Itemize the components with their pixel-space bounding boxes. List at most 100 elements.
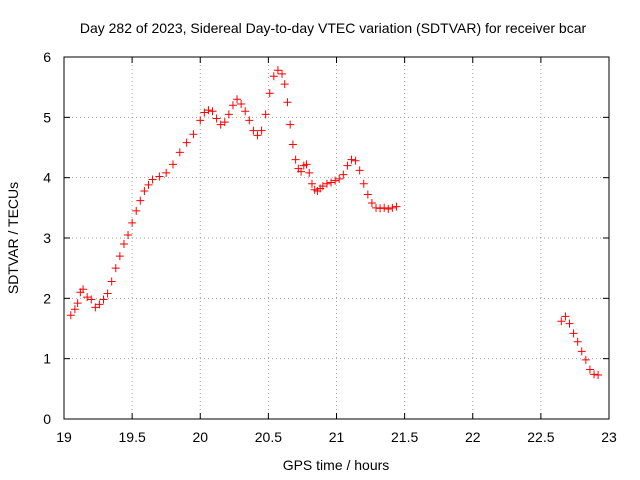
x-tick-label: 22.5 (527, 429, 554, 445)
data-point (91, 303, 100, 312)
data-point (245, 116, 254, 125)
data-point (351, 156, 360, 165)
data-point (182, 138, 191, 147)
data-point (367, 199, 376, 208)
data-point (241, 107, 250, 116)
data-point (196, 116, 205, 125)
data-point (66, 311, 75, 320)
data-point (148, 175, 157, 184)
data-point (283, 98, 292, 107)
x-tick-label: 23 (601, 429, 617, 445)
data-point (291, 155, 300, 164)
data-point (140, 186, 149, 195)
data-point (577, 347, 586, 356)
data-point (79, 285, 88, 294)
data-point (388, 203, 397, 212)
data-point (384, 205, 393, 214)
x-tick-label: 20.5 (255, 429, 282, 445)
data-point (318, 182, 327, 191)
data-point (144, 180, 153, 189)
y-tick-label: 2 (43, 290, 51, 306)
x-tick-label: 21 (329, 429, 345, 445)
data-point (307, 179, 316, 188)
data-point (565, 319, 574, 328)
chart-title: Day 282 of 2023, Sidereal Day-to-day VTE… (80, 20, 587, 36)
data-point (83, 293, 92, 302)
data-point (302, 160, 311, 169)
data-point (155, 172, 164, 181)
data-point (189, 130, 198, 139)
data-point (331, 176, 340, 185)
y-tick-label: 5 (43, 109, 51, 125)
data-point (590, 370, 599, 379)
data-point (87, 295, 96, 304)
y-axis-label: SDTVAR / TECUs (5, 182, 21, 294)
data-point (269, 72, 278, 81)
x-tick-label: 21.5 (391, 429, 418, 445)
data-point (557, 317, 566, 326)
data-point (265, 89, 274, 98)
data-point (392, 202, 401, 211)
data-point (257, 126, 266, 135)
x-tick-label: 19.5 (119, 429, 146, 445)
data-point (224, 110, 233, 119)
data-point (297, 167, 306, 176)
data-point (103, 289, 112, 298)
grid-lines (64, 57, 609, 419)
data-point (581, 355, 590, 364)
data-point (233, 95, 242, 104)
data-point (347, 155, 356, 164)
data-point (359, 179, 368, 188)
data-point (261, 110, 270, 119)
data-point (212, 114, 221, 123)
data-point (124, 230, 133, 239)
data-point (216, 120, 225, 129)
data-point (115, 252, 124, 261)
data-point (99, 295, 108, 304)
data-point (355, 166, 364, 175)
data-points (66, 66, 603, 379)
data-point (95, 300, 104, 309)
y-tick-label: 6 (43, 49, 51, 65)
data-point (305, 168, 314, 177)
data-point (70, 305, 79, 314)
data-point (569, 329, 578, 338)
data-point (322, 179, 331, 188)
data-point (237, 100, 246, 109)
data-point (343, 161, 352, 170)
x-tick-label: 19 (56, 429, 72, 445)
x-tick-label: 20 (192, 429, 208, 445)
data-point (200, 108, 209, 117)
data-point (208, 107, 217, 116)
data-point (136, 196, 145, 205)
data-point (335, 174, 344, 183)
data-point (339, 170, 348, 179)
data-point (169, 160, 177, 169)
x-tick-label: 22 (465, 429, 481, 445)
data-point (249, 126, 258, 135)
data-point (220, 118, 229, 127)
data-point (253, 131, 262, 140)
data-point (573, 337, 582, 346)
data-point (204, 106, 213, 115)
x-axis-label: GPS time / hours (283, 457, 390, 473)
data-point (363, 190, 372, 199)
data-point (128, 218, 137, 227)
data-point (278, 69, 286, 78)
y-tick-label: 1 (43, 351, 51, 367)
data-point (561, 312, 570, 321)
data-point (119, 240, 128, 249)
data-point (162, 168, 171, 177)
data-point (73, 299, 82, 308)
data-point (273, 66, 282, 75)
data-point (107, 277, 116, 286)
data-point (175, 148, 184, 157)
y-tick-label: 4 (43, 170, 51, 186)
data-point (228, 101, 237, 110)
data-point (380, 203, 389, 212)
y-tick-label: 0 (43, 411, 51, 427)
data-point (376, 204, 385, 213)
data-point (288, 140, 297, 149)
